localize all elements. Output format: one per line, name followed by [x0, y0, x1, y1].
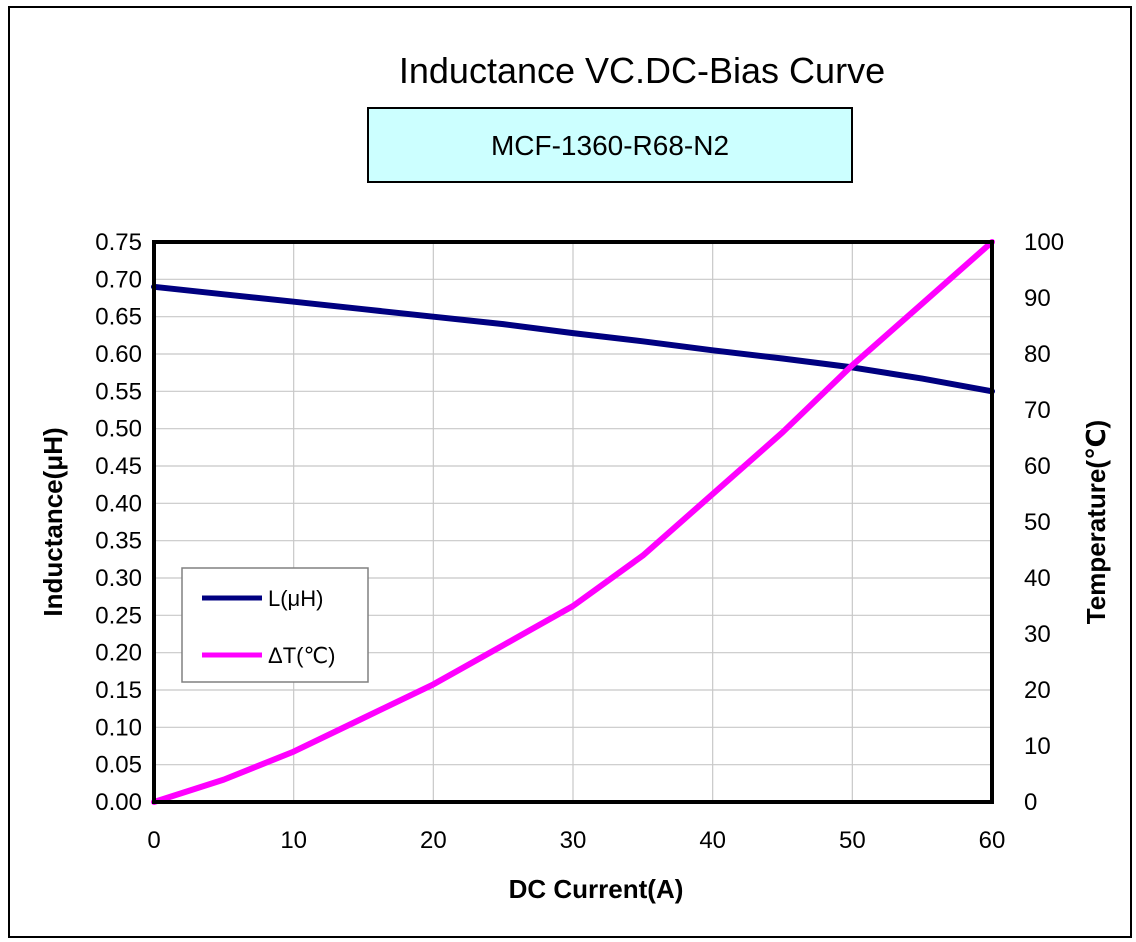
y2-tick-label: 20 — [1024, 677, 1051, 704]
legend-box — [181, 567, 369, 683]
x-tick-label: 50 — [839, 827, 866, 854]
y-tick-label: 0.20 — [95, 640, 142, 667]
y-tick-label: 0.55 — [95, 378, 142, 405]
chart-svg: Inductance VC.DC-Bias Curve MCF-1360-R68… — [38, 50, 1111, 904]
y-tick-label: 0.10 — [95, 714, 142, 741]
y-tick-label: 0.15 — [95, 677, 142, 704]
y2-tick-label: 100 — [1024, 229, 1064, 256]
chart-title: Inductance VC.DC-Bias Curve — [399, 50, 885, 91]
y2-axis-ticks: 0 10 20 30 40 50 60 70 80 90 100 — [1024, 229, 1064, 816]
chart-frame: Inductance VC.DC-Bias Curve MCF-1360-R68… — [8, 6, 1132, 938]
x-tick-label: 30 — [560, 827, 587, 854]
grid-lines — [154, 242, 992, 802]
y2-tick-label: 90 — [1024, 285, 1051, 312]
x-axis-title: DC Current(A) — [509, 874, 684, 904]
y-tick-label: 0.05 — [95, 752, 142, 779]
y2-tick-label: 70 — [1024, 397, 1051, 424]
y-tick-label: 0.25 — [95, 602, 142, 629]
y2-tick-label: 0 — [1024, 789, 1037, 816]
x-tick-label: 10 — [280, 827, 307, 854]
subtitle-box — [367, 107, 853, 183]
legend: L(μH) ΔT(℃) — [181, 567, 369, 683]
x-axis-ticks: 0 10 20 30 40 50 60 — [147, 827, 1005, 854]
y-tick-label: 0.45 — [95, 453, 142, 480]
y-tick-label: 0.35 — [95, 528, 142, 555]
y-tick-label: 0.65 — [95, 304, 142, 331]
y-axis-title: Inductance(μH) — [38, 427, 68, 616]
y2-tick-label: 60 — [1024, 453, 1051, 480]
y-tick-label: 0.75 — [95, 229, 142, 256]
legend-label-inductance: L(μH) — [268, 586, 323, 611]
x-tick-label: 60 — [979, 827, 1006, 854]
y-tick-label: 0.40 — [95, 490, 142, 517]
y-tick-label: 0.70 — [95, 266, 142, 293]
series-group — [151, 239, 995, 805]
y-tick-label: 0.00 — [95, 789, 142, 816]
y-tick-label: 0.60 — [95, 341, 142, 368]
y2-axis-title: Temperature(℃) — [1081, 420, 1111, 624]
legend-label-temperature: ΔT(℃) — [268, 643, 336, 668]
y2-tick-label: 50 — [1024, 509, 1051, 536]
chart-subtitle: MCF-1360-R68-N2 — [491, 130, 729, 161]
series-line-temperature — [151, 239, 995, 805]
y-tick-label: 0.30 — [95, 565, 142, 592]
x-tick-label: 0 — [147, 827, 160, 854]
y2-tick-label: 10 — [1024, 733, 1051, 760]
x-tick-label: 20 — [420, 827, 447, 854]
x-tick-label: 40 — [699, 827, 726, 854]
y-tick-label: 0.50 — [95, 416, 142, 443]
y2-tick-label: 40 — [1024, 565, 1051, 592]
plot-area-border — [152, 240, 994, 804]
y2-tick-label: 80 — [1024, 341, 1051, 368]
y2-tick-label: 30 — [1024, 621, 1051, 648]
y-axis-ticks: 0.00 0.05 0.10 0.15 0.20 0.25 0.30 0.35 0.40 0.45… — [95, 229, 142, 816]
